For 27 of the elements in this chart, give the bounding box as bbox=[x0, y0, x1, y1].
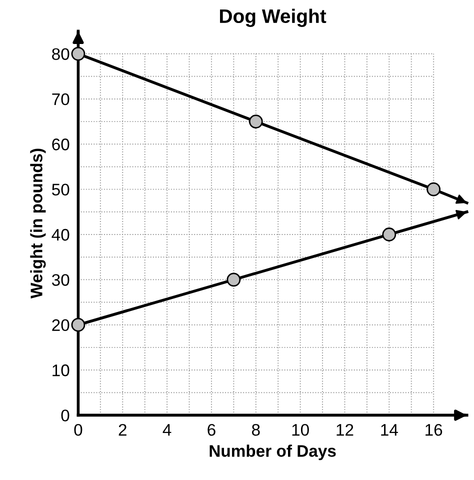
chart-title: Dog Weight bbox=[220, 8, 326, 27]
point bbox=[226, 272, 241, 287]
point bbox=[248, 114, 263, 128]
x-tick-label: 12 bbox=[336, 424, 354, 436]
x-tick-label: 2 bbox=[118, 424, 126, 436]
point bbox=[426, 182, 441, 196]
y-tick-label: 60 bbox=[52, 138, 70, 150]
x-tick-label: 16 bbox=[426, 424, 442, 436]
x-axis-title: Number of Days bbox=[210, 444, 336, 460]
y-tick-label: 80 bbox=[52, 48, 70, 60]
x-tick-label: 0 bbox=[74, 424, 82, 436]
point bbox=[382, 228, 396, 242]
y-axis-title: Weight (in pounds) bbox=[30, 148, 46, 298]
point bbox=[71, 318, 86, 332]
y-tick-label: 40 bbox=[52, 228, 70, 241]
y-tick-label: 50 bbox=[52, 184, 70, 196]
x-tick-label: 4 bbox=[162, 424, 172, 436]
x-tick-label: 10 bbox=[292, 424, 309, 436]
y-tick-label: 0 bbox=[61, 410, 70, 422]
x-tick-label: 8 bbox=[252, 424, 260, 436]
y-tick-label: 30 bbox=[52, 274, 70, 286]
point bbox=[71, 46, 86, 61]
x-tick-label: 14 bbox=[381, 424, 398, 436]
y-tick-label: 10 bbox=[52, 364, 70, 376]
x-tick-label: 6 bbox=[208, 424, 216, 436]
y-tick-label: 20 bbox=[52, 319, 70, 332]
y-tick-label: 70 bbox=[52, 93, 70, 106]
